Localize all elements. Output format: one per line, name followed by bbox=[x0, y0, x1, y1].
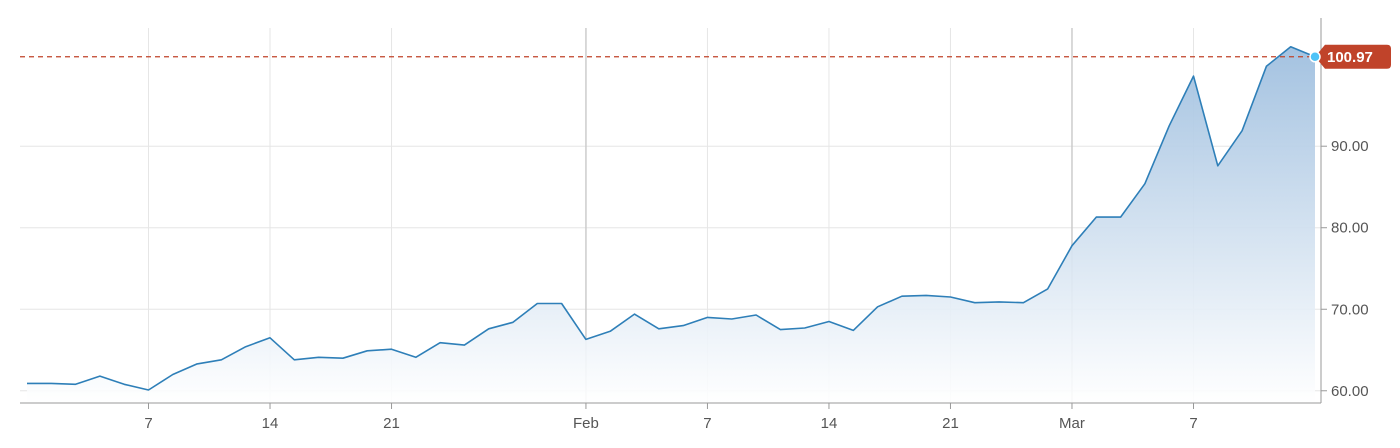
y-tick-label: 70.00 bbox=[1331, 301, 1369, 318]
axes: 60.00 70.00 80.00 90.00 7 14 21 Feb 7 14 21 Mar 7 bbox=[20, 18, 1369, 432]
last-point-marker bbox=[1309, 51, 1321, 63]
x-tick-label: 21 bbox=[942, 415, 959, 432]
x-tick-label: 21 bbox=[383, 415, 400, 432]
x-tick-label: 7 bbox=[1189, 415, 1197, 432]
x-tick-label: 7 bbox=[144, 415, 152, 432]
reference-layer: 100.97 bbox=[20, 44, 1391, 69]
x-tick-label: 7 bbox=[703, 415, 711, 432]
x-tick-label: Mar bbox=[1059, 415, 1085, 432]
series-area bbox=[27, 46, 1315, 404]
y-tick-label: 60.00 bbox=[1331, 383, 1369, 400]
series-line bbox=[27, 46, 1316, 391]
price-tag bbox=[1315, 44, 1391, 69]
y-tick-label: 90.00 bbox=[1331, 138, 1369, 155]
price-tag-label: 100.97 bbox=[1327, 49, 1373, 66]
x-tick-label: 14 bbox=[262, 415, 279, 432]
y-tick-label: 80.00 bbox=[1331, 220, 1369, 237]
x-tick-label: Feb bbox=[573, 415, 599, 432]
x-tick-label: 14 bbox=[821, 415, 838, 432]
